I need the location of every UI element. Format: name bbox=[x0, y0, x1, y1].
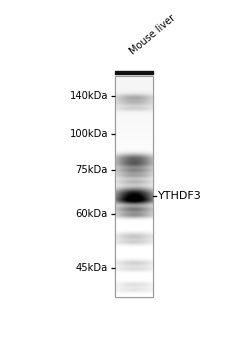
Bar bbox=[115, 76, 153, 297]
Text: YTHDF3: YTHDF3 bbox=[158, 191, 202, 201]
Text: 100kDa: 100kDa bbox=[69, 129, 108, 139]
Bar bbox=[115, 71, 153, 74]
Text: 75kDa: 75kDa bbox=[75, 165, 108, 175]
Text: Mouse liver: Mouse liver bbox=[127, 13, 177, 57]
Text: 45kDa: 45kDa bbox=[76, 264, 108, 273]
Bar bbox=[115, 76, 153, 297]
Text: 60kDa: 60kDa bbox=[76, 210, 108, 219]
Text: 140kDa: 140kDa bbox=[69, 91, 108, 101]
